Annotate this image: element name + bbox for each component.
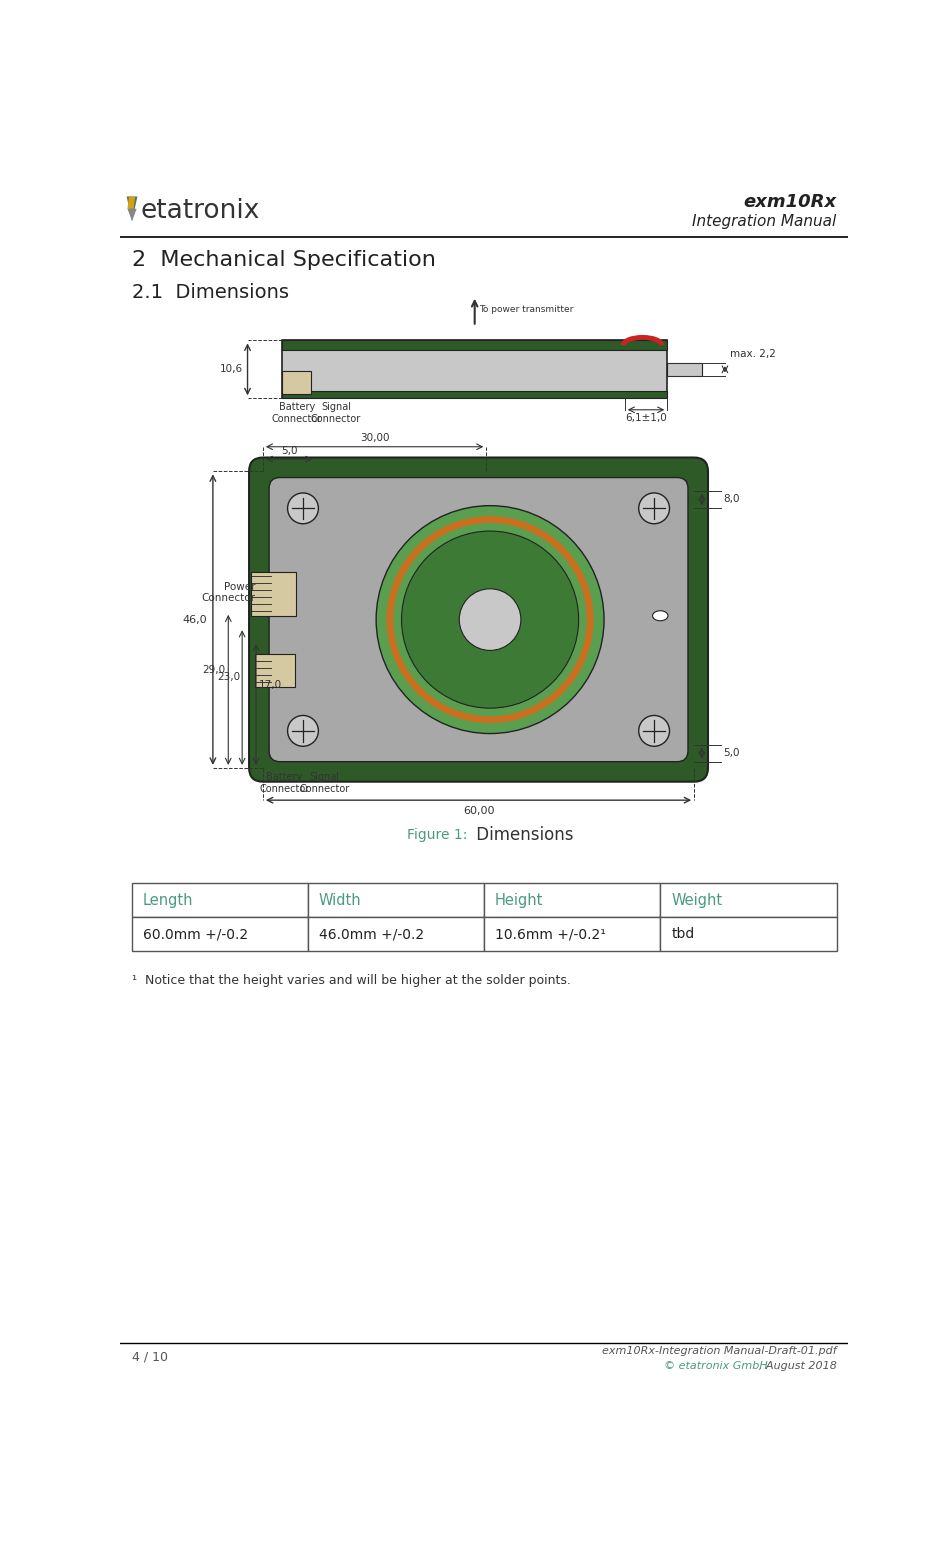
Text: © etatronix GmbH: © etatronix GmbH xyxy=(663,1361,767,1371)
Text: Integration Manual: Integration Manual xyxy=(692,214,835,230)
Bar xyxy=(308,883,483,917)
Bar xyxy=(308,917,483,951)
Text: Length: Length xyxy=(143,892,194,908)
FancyBboxPatch shape xyxy=(249,457,707,782)
Circle shape xyxy=(459,589,520,651)
Circle shape xyxy=(401,531,578,709)
Text: tbd: tbd xyxy=(670,928,694,942)
FancyBboxPatch shape xyxy=(269,477,687,761)
Bar xyxy=(660,917,835,951)
Bar xyxy=(132,883,308,917)
Bar xyxy=(483,883,660,917)
Bar xyxy=(660,883,835,917)
Bar xyxy=(282,370,312,393)
Text: Signal
Connector: Signal Connector xyxy=(311,402,361,424)
Text: 5,0: 5,0 xyxy=(280,446,297,455)
Text: 30,00: 30,00 xyxy=(360,434,389,443)
Circle shape xyxy=(287,715,318,746)
Bar xyxy=(132,917,308,951)
Text: Figure 1:: Figure 1: xyxy=(406,828,466,842)
Text: 8,0: 8,0 xyxy=(723,494,739,503)
Text: 60,00: 60,00 xyxy=(463,807,494,816)
Text: Battery
Connector: Battery Connector xyxy=(272,402,322,424)
Text: ¹  Notice that the height varies and will be higher at the solder points.: ¹ Notice that the height varies and will… xyxy=(132,974,570,987)
Bar xyxy=(666,364,701,376)
Polygon shape xyxy=(127,196,135,208)
Text: 46,0: 46,0 xyxy=(182,614,207,625)
Text: Power
Connector: Power Connector xyxy=(201,581,255,603)
Polygon shape xyxy=(127,208,137,221)
Text: 29,0: 29,0 xyxy=(202,665,225,674)
Bar xyxy=(483,917,660,951)
Text: etatronix: etatronix xyxy=(141,197,260,224)
Text: Battery
Connector: Battery Connector xyxy=(259,772,310,794)
Circle shape xyxy=(287,493,318,524)
Text: 5,0: 5,0 xyxy=(723,747,739,758)
Polygon shape xyxy=(126,196,137,221)
Bar xyxy=(282,340,666,398)
Text: Height: Height xyxy=(495,892,543,908)
Text: exm10Rx-Integration Manual-Draft-01.pdf: exm10Rx-Integration Manual-Draft-01.pdf xyxy=(601,1346,835,1355)
Text: Signal
Connector: Signal Connector xyxy=(299,772,349,794)
Text: 2  Mechanical Specification: 2 Mechanical Specification xyxy=(132,250,435,270)
Text: 4 / 10: 4 / 10 xyxy=(132,1350,168,1363)
Text: 10,6: 10,6 xyxy=(220,364,243,375)
Bar xyxy=(251,572,295,615)
Text: 6,1±1,0: 6,1±1,0 xyxy=(625,413,666,423)
Text: 2.1  Dimensions: 2.1 Dimensions xyxy=(132,283,289,301)
Text: 60.0mm +/-0.2: 60.0mm +/-0.2 xyxy=(143,928,247,942)
Text: 46.0mm +/-0.2: 46.0mm +/-0.2 xyxy=(319,928,424,942)
Text: , August 2018: , August 2018 xyxy=(758,1361,835,1371)
Ellipse shape xyxy=(652,611,667,620)
Text: Width: Width xyxy=(319,892,362,908)
Bar xyxy=(255,654,295,687)
Text: max. 2,2: max. 2,2 xyxy=(729,350,775,359)
Bar xyxy=(282,340,666,351)
Bar xyxy=(282,390,666,398)
Text: 10.6mm +/-0.2¹: 10.6mm +/-0.2¹ xyxy=(495,928,605,942)
Text: To power transmitter: To power transmitter xyxy=(479,305,573,314)
Text: 17,0: 17,0 xyxy=(259,681,282,690)
Text: Weight: Weight xyxy=(670,892,721,908)
Text: exm10Rx: exm10Rx xyxy=(743,193,835,211)
Circle shape xyxy=(638,493,668,524)
Circle shape xyxy=(376,505,603,733)
Circle shape xyxy=(638,715,668,746)
Text: 23,0: 23,0 xyxy=(217,673,241,682)
Text: Dimensions: Dimensions xyxy=(470,825,573,844)
